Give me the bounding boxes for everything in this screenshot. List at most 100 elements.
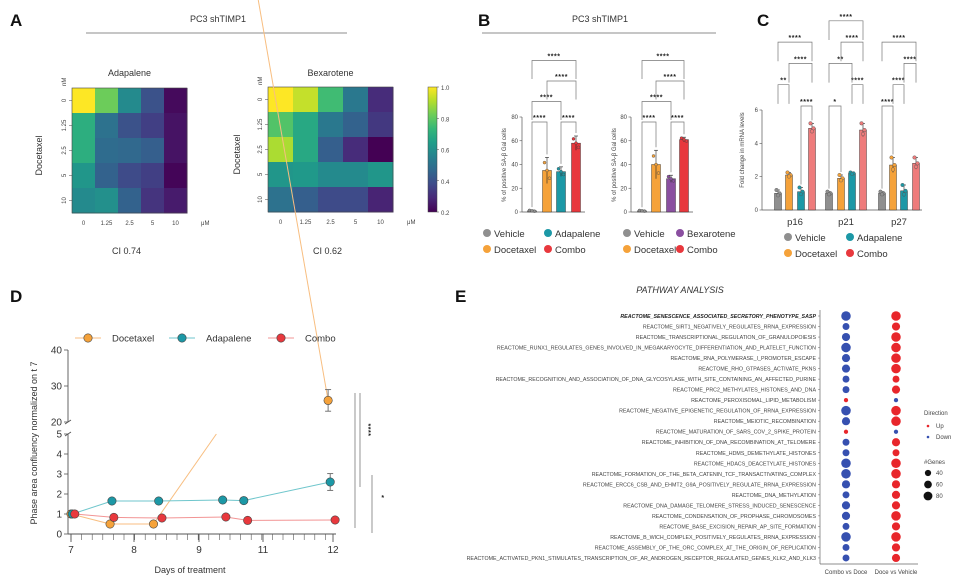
pathway-label: REACTOME_TRANSCRIPTIONAL_REGULATION_OF_G… [636, 335, 817, 341]
significance-label: **** [893, 35, 906, 42]
heatmap-cell [268, 87, 294, 113]
x-tick-label: 8 [131, 545, 137, 556]
y-tick-label: 3 [56, 470, 62, 481]
colorbar [427, 86, 438, 213]
legend-marker [83, 333, 93, 343]
heatmap-cell [318, 112, 344, 138]
heatmap-cell [293, 112, 319, 138]
legend-marker [544, 229, 552, 237]
legend-label: 40 [936, 471, 943, 477]
heatmap-cell [141, 88, 165, 114]
legend-label: Docetaxel [634, 245, 676, 256]
replicate-point [576, 145, 581, 150]
x-tick-label: 1.25 [101, 221, 113, 227]
significance-bracket [881, 105, 894, 189]
x-unit-label: μM [407, 220, 415, 226]
bar-adapalene [556, 171, 566, 213]
significance-label: **** [562, 115, 575, 122]
x-unit-label: μM [201, 221, 209, 227]
y-tick-label: 5 [62, 173, 68, 177]
heatmap-cell [343, 187, 369, 213]
significance-bracket [828, 20, 864, 40]
significance-label: **** [892, 78, 905, 85]
y-tick-label: 10 [258, 196, 264, 203]
y-tick-label: 5 [258, 172, 264, 176]
data-point-combo [330, 515, 340, 525]
heatmap-cell [318, 87, 344, 113]
dot-down [842, 386, 850, 394]
replicate-point [774, 187, 779, 192]
x-tick-label: 7 [68, 545, 74, 556]
dot-up [843, 398, 849, 403]
pathway-label: REACTOME_B_WICH_COMPLEX_POSITIVELY_REGUL… [610, 535, 816, 541]
legend-label: Adapalene [555, 229, 600, 240]
y-tick-label: 0 [624, 210, 628, 216]
significance-label: **** [846, 35, 859, 42]
dot-down [893, 398, 899, 403]
legend-title: Direction [924, 411, 948, 417]
significance-label: **** [540, 95, 553, 102]
heatmap-cell [343, 137, 369, 163]
x-tick-label: 0 [279, 220, 283, 226]
heatmap-cell [268, 112, 294, 138]
dot-down [841, 458, 851, 469]
ci-annotation: CI 0.74 [112, 246, 141, 256]
dot-up [891, 405, 901, 416]
replicate-point [642, 209, 647, 213]
bar-combo [571, 142, 581, 213]
heatmap-cell [368, 187, 394, 213]
data-point-adapalene [218, 495, 228, 505]
pathway-label: REACTOME_HDACS_DEACETYLATE_HISTONES [694, 461, 817, 467]
panel-header: PC3 shTIMP1 [190, 14, 246, 24]
dot-down [842, 554, 850, 562]
x-tick-label: 5 [354, 220, 358, 226]
y-axis-label: Fold change in mRNA levels [740, 112, 746, 187]
heatmap-cell [95, 113, 119, 139]
dotplot-title: PATHWAY ANALYSIS [636, 285, 724, 295]
heatmap-cell [164, 163, 188, 189]
data-point-docetaxel [149, 519, 159, 529]
x-tick-label: 0 [82, 221, 86, 227]
significance-label: **** [851, 78, 864, 85]
significance-label: **** [671, 115, 684, 122]
significance-label: * [381, 495, 384, 502]
bar-p21-docetaxel [837, 178, 845, 211]
series-line [153, 433, 217, 525]
pathway-label: REACTOME_RNA_POLYMERASE_I_PROMOTER_ESCAP… [670, 356, 816, 362]
heatmap-cell [141, 163, 165, 189]
legend-marker [846, 233, 854, 241]
significance-bracket [641, 121, 657, 208]
dot-up [891, 490, 901, 499]
y-tick-label: 0 [56, 530, 62, 541]
replicate-point [810, 129, 815, 134]
significance-label: * [833, 99, 836, 106]
dot-up [891, 532, 901, 542]
pathway-label: REACTOME_ERCC6_CSB_AND_EHMT2_G9A_POSITIV… [583, 482, 816, 488]
significance-label: **** [364, 424, 371, 437]
dot-up [891, 480, 901, 489]
y-tick-label: 2 [56, 490, 62, 501]
dot-down [842, 449, 850, 457]
y-tick-label: 80 [620, 115, 627, 121]
pathway-label: REACTOME_CONDENSATION_OF_PROPHASE_CHROMO… [652, 514, 817, 520]
dot-up [843, 429, 849, 434]
significance-label: ** [780, 78, 786, 85]
pathway-label: REACTOME_SENESCENCE_ASSOCIATED_SECRETORY… [620, 314, 816, 320]
significance-label: **** [881, 99, 894, 106]
x-tick-label: 10 [377, 220, 384, 226]
y-tick-label: 4 [56, 450, 62, 461]
x-tick-label: 5 [151, 221, 155, 227]
heatmap-title: Adapalene [108, 68, 151, 78]
bar-combo [679, 139, 689, 213]
pathway-label: REACTOME_BASE_EXCISION_REPAIR_AP_SITE_FO… [659, 524, 816, 530]
heatmap-cell [268, 162, 294, 188]
legend-marker [276, 333, 286, 343]
group-label: p21 [838, 217, 854, 228]
replicate-point [561, 172, 566, 177]
replicate-point [556, 167, 561, 171]
significance-bracket [788, 63, 813, 83]
pathway-label: REACTOME_FORMATION_OF_THE_BETA_CATENIN_T… [592, 472, 817, 478]
x-tick-label: 2.5 [125, 221, 134, 227]
